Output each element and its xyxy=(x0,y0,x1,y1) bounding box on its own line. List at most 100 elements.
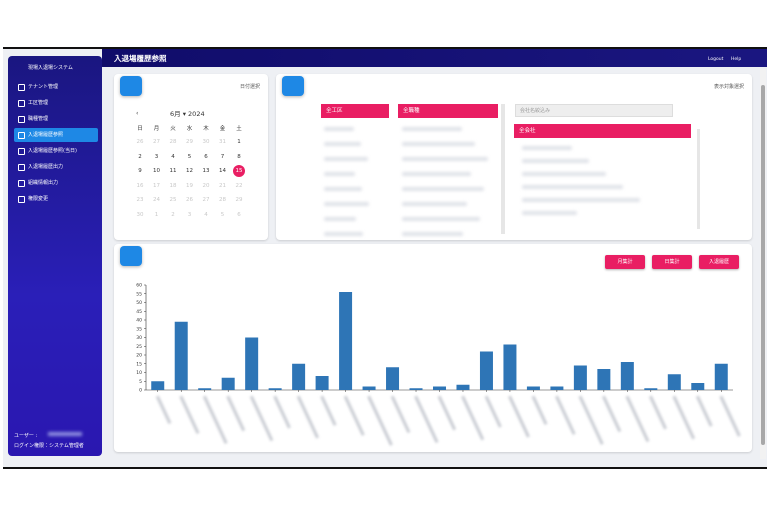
day[interactable]: 20 xyxy=(202,182,210,189)
y-tick-label: 20 xyxy=(136,353,142,359)
search-button[interactable] xyxy=(282,76,304,96)
nav-item[interactable]: 入退場履歴出力 xyxy=(14,160,98,174)
company-filter[interactable]: 会社名絞込み xyxy=(515,104,673,117)
blurred-row xyxy=(522,172,606,176)
day[interactable]: 28 xyxy=(219,197,226,204)
day[interactable]: 4 xyxy=(171,153,175,160)
day[interactable]: 2 xyxy=(171,212,175,218)
chart: 0 5 10 15 20 25 30 35 40 45 50 55 60 xyxy=(136,283,741,446)
day[interactable]: 27 xyxy=(202,197,210,204)
day[interactable]: 31 xyxy=(219,139,226,145)
day[interactable]: 30 xyxy=(202,139,210,145)
day[interactable]: 1 xyxy=(237,139,241,145)
day[interactable]: 7 xyxy=(220,153,225,160)
action-button[interactable]: 日集計 xyxy=(652,255,692,269)
calendar-button[interactable] xyxy=(120,76,142,96)
blurred-category-label xyxy=(202,395,228,444)
day[interactable]: 17 xyxy=(153,182,160,189)
weekday: 土 xyxy=(236,126,242,132)
nav-item[interactable]: 工区管理 xyxy=(14,96,98,110)
day[interactable]: 29 xyxy=(186,139,193,145)
action-button[interactable]: 入退履歴 xyxy=(699,255,739,269)
user-name-blurred xyxy=(48,432,82,436)
bar xyxy=(245,337,259,390)
day[interactable]: 13 xyxy=(202,168,210,175)
day[interactable]: 3 xyxy=(187,212,192,218)
nav-icon xyxy=(18,84,25,91)
bar xyxy=(221,377,235,390)
nav-icon xyxy=(18,148,25,155)
action-button[interactable]: 月集計 xyxy=(605,255,645,269)
blurred-category-label xyxy=(602,395,622,433)
y-tick-label: 45 xyxy=(136,309,142,315)
bar xyxy=(644,388,658,390)
nav-item[interactable]: 権限変更 xyxy=(14,192,98,206)
day[interactable]: 3 xyxy=(154,153,159,160)
blurred-category-label xyxy=(367,395,393,446)
nav-icon xyxy=(18,180,25,187)
chart-button[interactable] xyxy=(120,246,142,266)
scrollbar xyxy=(697,129,700,229)
blurred-category-label xyxy=(179,395,200,435)
nav-item[interactable]: テナント管理 xyxy=(14,80,98,94)
nav-item[interactable]: 組織情報出力 xyxy=(14,176,98,190)
scroll-thumb[interactable] xyxy=(761,85,765,445)
nav-item[interactable]: 入退場履歴参照 xyxy=(14,128,98,142)
day[interactable]: 18 xyxy=(169,182,177,189)
help[interactable]: Help xyxy=(731,57,742,62)
bar xyxy=(362,386,376,390)
trade-header[interactable]: 全職種 xyxy=(398,104,498,118)
day[interactable]: 14 xyxy=(219,168,226,175)
day[interactable]: 21 xyxy=(219,182,226,189)
day[interactable]: 4 xyxy=(204,212,208,218)
nav-icon xyxy=(18,100,25,107)
day[interactable]: 24 xyxy=(153,197,160,204)
y-tick-label: 15 xyxy=(136,361,142,367)
day[interactable]: 26 xyxy=(186,197,193,204)
day[interactable]: 8 xyxy=(237,153,241,160)
day[interactable]: 25 xyxy=(169,197,177,204)
y-tick-label: 60 xyxy=(136,283,142,289)
company-header[interactable]: 全会社 xyxy=(514,124,691,138)
day[interactable]: 10 xyxy=(153,168,160,175)
day[interactable]: 9 xyxy=(138,168,142,175)
day[interactable]: 29 xyxy=(235,197,243,204)
logout[interactable]: Logout xyxy=(708,57,724,62)
nav-item[interactable]: 入退場履歴参照(当日) xyxy=(14,144,98,158)
day[interactable]: 15 xyxy=(233,165,245,178)
day[interactable]: 16 xyxy=(136,182,144,189)
day[interactable]: 26 xyxy=(136,139,144,145)
month-picker[interactable]: 6月 ▾ 2024 xyxy=(170,110,205,118)
day[interactable]: 11 xyxy=(169,168,177,175)
user-label: ユーザー : xyxy=(14,433,38,439)
day[interactable]: 22 xyxy=(235,182,243,189)
bar xyxy=(620,362,634,390)
day[interactable]: 12 xyxy=(186,168,193,175)
y-tick-label: 55 xyxy=(136,291,142,297)
day[interactable]: 2 xyxy=(138,153,142,160)
day[interactable]: 6 xyxy=(204,153,208,160)
blurred-category-label xyxy=(695,395,713,427)
day[interactable]: 6 xyxy=(237,212,241,218)
day[interactable]: 5 xyxy=(220,212,225,218)
prev-month[interactable]: ‹ xyxy=(136,110,139,117)
nav-item[interactable]: 職種管理 xyxy=(14,112,98,126)
day[interactable]: 28 xyxy=(169,139,177,145)
day[interactable]: 30 xyxy=(136,212,144,218)
day[interactable]: 5 xyxy=(187,153,192,160)
y-tick-label: 5 xyxy=(139,379,142,385)
page-scrollbar xyxy=(760,69,766,459)
blurred-row xyxy=(324,172,355,176)
blurred-category-label xyxy=(625,395,650,443)
area-header[interactable]: 全工区 xyxy=(321,104,389,118)
day[interactable]: 1 xyxy=(154,212,159,218)
weekday: 木 xyxy=(203,126,209,132)
blurred-category-label xyxy=(226,395,246,432)
blurred-category-label xyxy=(461,395,485,441)
day[interactable]: 27 xyxy=(153,139,160,145)
day[interactable]: 23 xyxy=(136,197,144,204)
day[interactable]: 19 xyxy=(186,182,193,189)
y-tick-label: 50 xyxy=(136,300,142,306)
blurred-row xyxy=(402,202,467,206)
bar xyxy=(198,388,212,390)
